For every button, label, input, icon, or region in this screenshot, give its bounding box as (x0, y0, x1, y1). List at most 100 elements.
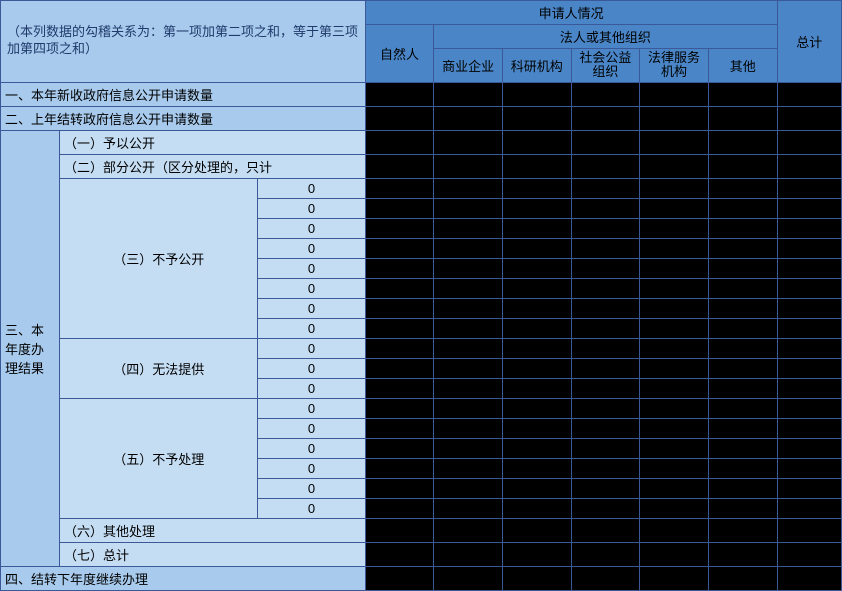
table-cell (365, 258, 434, 278)
table-cell (640, 338, 709, 358)
table-cell (365, 298, 434, 318)
hdr-biz: 商业企业 (434, 49, 503, 83)
table-cell (708, 438, 777, 458)
row-3-2-label: （二）部分公开（区分处理的，只计 (59, 154, 365, 178)
table-cell (434, 278, 503, 298)
table-cell (434, 82, 503, 106)
table-cell (777, 106, 841, 130)
table-cell (640, 438, 709, 458)
table-cell (434, 130, 503, 154)
table-cell (365, 338, 434, 358)
table-cell (365, 318, 434, 338)
table-cell (571, 218, 640, 238)
table-cell (640, 178, 709, 198)
hdr-total: 总计 (777, 1, 841, 83)
table-cell (708, 258, 777, 278)
table-cell (365, 278, 434, 298)
zero-cell: 0 (258, 258, 365, 278)
table-cell (571, 178, 640, 198)
table-cell (571, 478, 640, 498)
table-cell (434, 106, 503, 130)
table-cell (365, 438, 434, 458)
table-cell (571, 298, 640, 318)
table-cell (502, 566, 571, 590)
table-cell (640, 398, 709, 418)
table-cell (502, 278, 571, 298)
zero-cell: 0 (258, 238, 365, 258)
table-cell (434, 378, 503, 398)
row-3-1-label: （一）予以公开 (59, 130, 365, 154)
table-cell (434, 218, 503, 238)
table-cell (365, 218, 434, 238)
table-cell (365, 130, 434, 154)
zero-cell: 0 (258, 358, 365, 378)
table-cell (365, 542, 434, 566)
table-cell (708, 154, 777, 178)
table-cell (708, 198, 777, 218)
table-cell (640, 130, 709, 154)
table-cell (708, 338, 777, 358)
table-cell (708, 458, 777, 478)
table-cell (365, 518, 434, 542)
table-cell (708, 518, 777, 542)
table-cell (434, 458, 503, 478)
table-cell (777, 198, 841, 218)
table-cell (777, 498, 841, 518)
row-1-label: 一、本年新收政府信息公开申请数量 (1, 82, 366, 106)
table-cell (502, 318, 571, 338)
hdr-social: 社会公益组织 (571, 49, 640, 83)
table-cell (640, 198, 709, 218)
table-cell (365, 358, 434, 378)
table-cell (365, 418, 434, 438)
table-cell (640, 358, 709, 378)
table-cell (640, 318, 709, 338)
hdr-natural-person: 自然人 (365, 25, 434, 83)
table-cell (777, 218, 841, 238)
row-3-7-label: （七）总计 (59, 542, 365, 566)
table-cell (777, 358, 841, 378)
table-cell (708, 378, 777, 398)
table-cell (365, 458, 434, 478)
table-cell (571, 418, 640, 438)
table-cell (708, 178, 777, 198)
zero-cell: 0 (258, 438, 365, 458)
hdr-legal-org: 法人或其他组织 (434, 25, 777, 49)
table-cell (571, 258, 640, 278)
table-cell (502, 418, 571, 438)
table-cell (777, 438, 841, 458)
table-cell (640, 278, 709, 298)
table-cell (434, 398, 503, 418)
table-cell (708, 238, 777, 258)
table-cell (640, 238, 709, 258)
table-cell (708, 298, 777, 318)
table-cell (708, 498, 777, 518)
table-cell (434, 198, 503, 218)
zero-cell: 0 (258, 298, 365, 318)
table-cell (365, 566, 434, 590)
table-cell (365, 178, 434, 198)
hdr-other: 其他 (708, 49, 777, 83)
table-cell (640, 298, 709, 318)
table-cell (434, 298, 503, 318)
table-cell (434, 358, 503, 378)
table-cell (777, 566, 841, 590)
table-cell (571, 358, 640, 378)
zero-cell: 0 (258, 458, 365, 478)
table-cell (708, 106, 777, 130)
table-cell (777, 458, 841, 478)
table-cell (434, 318, 503, 338)
row-3-4-label: （四）无法提供 (59, 338, 257, 398)
table-cell (640, 566, 709, 590)
table-cell (571, 498, 640, 518)
zero-cell: 0 (258, 478, 365, 498)
table-cell (502, 358, 571, 378)
table-cell (571, 398, 640, 418)
table-cell (640, 106, 709, 130)
table-cell (502, 198, 571, 218)
table-cell (365, 378, 434, 398)
table-cell (434, 338, 503, 358)
table-cell (777, 238, 841, 258)
table-cell (502, 498, 571, 518)
table-cell (571, 542, 640, 566)
table-cell (502, 338, 571, 358)
